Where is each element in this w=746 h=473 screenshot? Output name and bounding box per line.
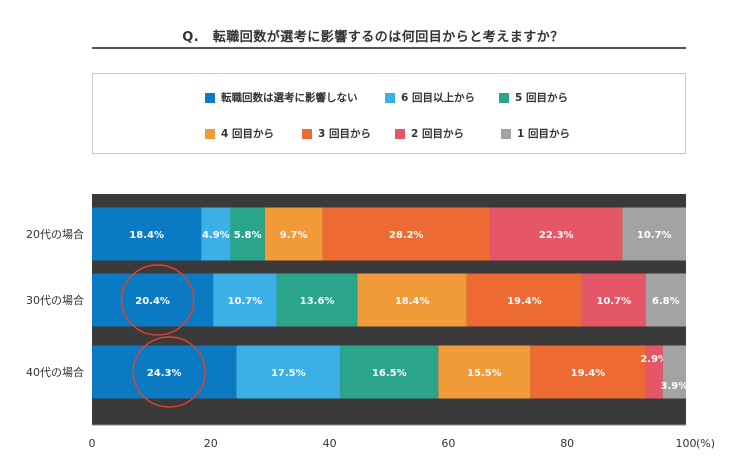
bar-segment bbox=[322, 207, 490, 261]
data-label: 19.4% bbox=[571, 368, 606, 379]
bar-segment bbox=[530, 345, 646, 399]
data-label: 5.8% bbox=[234, 230, 262, 241]
legend-swatch-6 bbox=[501, 128, 511, 139]
legend-item-4: 3 回目から bbox=[302, 126, 371, 141]
data-label: 17.5% bbox=[271, 368, 306, 379]
x-tick-label: 100 bbox=[676, 437, 697, 450]
data-label: 13.6% bbox=[300, 296, 335, 307]
bar-segment bbox=[622, 207, 686, 261]
bar-segment bbox=[276, 273, 358, 327]
legend-item-6: 1 回目から bbox=[501, 126, 570, 141]
bar-segment bbox=[466, 273, 583, 327]
data-label: 15.5% bbox=[467, 368, 502, 379]
data-label: 10.7% bbox=[228, 296, 263, 307]
data-label: 4.9% bbox=[202, 230, 230, 241]
highlight-circle bbox=[132, 336, 206, 408]
bar-segment bbox=[645, 273, 686, 327]
data-label: 19.4% bbox=[507, 296, 542, 307]
category-label: 30代の場合 bbox=[26, 293, 84, 307]
data-label: 22.3% bbox=[539, 230, 574, 241]
data-label: 3.9% bbox=[661, 381, 689, 392]
bar-segment bbox=[582, 273, 646, 327]
legend-label-1: 6 回目以上から bbox=[401, 92, 475, 104]
bar-segment bbox=[230, 207, 265, 261]
legend-swatch-3 bbox=[205, 128, 215, 139]
chart-title: Q. 転職回数が選考に影響するのは何回目からと考えますか？ bbox=[182, 30, 564, 45]
category-label: 40代の場合 bbox=[26, 365, 84, 379]
data-label: 16.5% bbox=[372, 368, 407, 379]
data-label: 10.7% bbox=[596, 296, 631, 307]
x-tick-label: 0 bbox=[89, 437, 96, 450]
data-label: 2.9% bbox=[640, 354, 668, 365]
data-label: 9.7% bbox=[280, 230, 308, 241]
legend-swatch-4 bbox=[302, 128, 312, 139]
title-underline bbox=[92, 47, 686, 49]
bar-segment bbox=[489, 207, 623, 261]
legend-label-5: 2 回目から bbox=[411, 128, 464, 140]
data-label: 6.8% bbox=[652, 296, 680, 307]
x-axis-unit: (%) bbox=[696, 437, 715, 450]
bar-segment bbox=[201, 207, 231, 261]
bar-segment bbox=[438, 345, 531, 399]
legend-swatch-5 bbox=[395, 128, 405, 139]
legend-label-2: 5 回目から bbox=[515, 92, 568, 104]
bar-segment bbox=[213, 273, 277, 327]
data-label: 18.4% bbox=[129, 230, 164, 241]
data-label: 24.3% bbox=[147, 368, 182, 379]
legend-label-4: 3 回目から bbox=[318, 128, 371, 140]
x-tick-label: 60 bbox=[441, 437, 455, 450]
bar-segment bbox=[357, 273, 467, 327]
bar-segment bbox=[662, 345, 686, 399]
x-tick-label: 80 bbox=[560, 437, 574, 450]
bar-segment bbox=[236, 345, 341, 399]
x-tick-label: 20 bbox=[204, 437, 218, 450]
legend-item-3: 4 回目から bbox=[205, 126, 274, 141]
bar-segment bbox=[264, 207, 323, 261]
legend-item-5: 2 回目から bbox=[395, 126, 464, 141]
bar-segment bbox=[92, 345, 237, 399]
legend-item-1: 6 回目以上から bbox=[385, 90, 475, 105]
legend: 転職回数は選考に影響しない 6 回目以上から 5 回目から 4 回目から 3 回… bbox=[92, 73, 686, 154]
legend-item-0: 転職回数は選考に影響しない bbox=[205, 90, 358, 105]
data-label: 28.2% bbox=[389, 230, 424, 241]
legend-swatch-0 bbox=[205, 92, 215, 103]
legend-label-3: 4 回目から bbox=[221, 128, 274, 140]
x-tick-label: 40 bbox=[323, 437, 337, 450]
data-label: 10.7% bbox=[637, 230, 672, 241]
legend-swatch-2 bbox=[499, 92, 509, 103]
legend-label-0: 転職回数は選考に影響しない bbox=[221, 92, 358, 104]
bar-segment bbox=[645, 345, 663, 399]
data-label: 20.4% bbox=[135, 296, 170, 307]
legend-item-2: 5 回目から bbox=[499, 90, 568, 105]
bar-segment bbox=[92, 207, 202, 261]
category-label: 20代の場合 bbox=[26, 227, 84, 241]
bar-segment bbox=[340, 345, 439, 399]
highlight-circle bbox=[120, 264, 195, 336]
legend-label-6: 1 回目から bbox=[517, 128, 570, 140]
legend-swatch-1 bbox=[385, 92, 395, 103]
data-label: 18.4% bbox=[395, 296, 430, 307]
